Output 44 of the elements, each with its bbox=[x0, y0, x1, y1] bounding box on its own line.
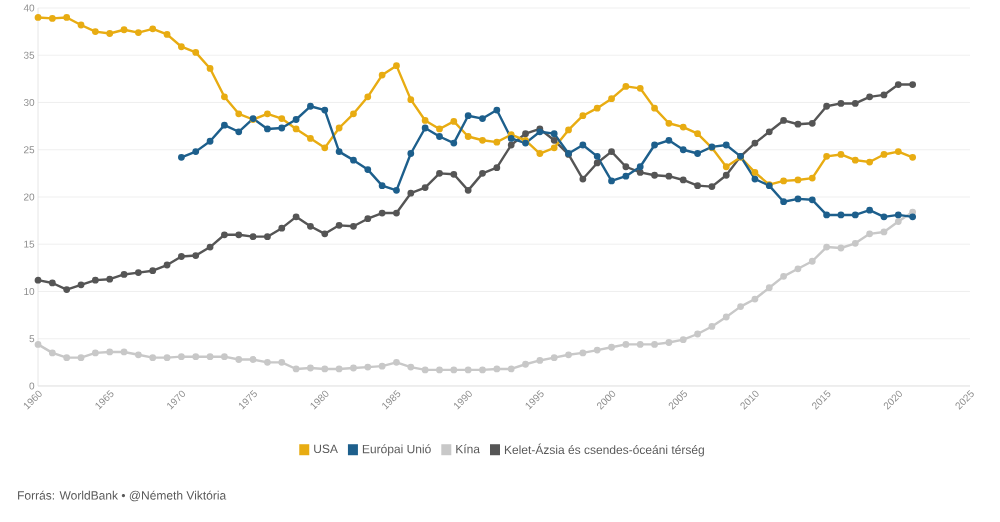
point bbox=[579, 141, 587, 149]
point bbox=[307, 102, 314, 110]
point bbox=[851, 211, 859, 219]
point bbox=[665, 136, 673, 144]
point bbox=[636, 163, 644, 171]
point bbox=[206, 137, 214, 145]
point bbox=[421, 124, 429, 132]
point bbox=[192, 148, 200, 156]
point bbox=[651, 141, 658, 149]
point bbox=[866, 206, 874, 214]
point bbox=[450, 139, 458, 147]
point bbox=[780, 198, 787, 206]
point bbox=[393, 186, 400, 194]
point bbox=[608, 177, 615, 185]
point bbox=[894, 211, 902, 219]
point bbox=[593, 152, 601, 160]
point bbox=[335, 148, 343, 156]
point bbox=[436, 133, 443, 140]
point bbox=[808, 196, 816, 204]
point bbox=[550, 130, 558, 138]
point bbox=[178, 153, 185, 161]
point bbox=[235, 128, 243, 136]
point bbox=[622, 172, 630, 180]
point bbox=[464, 112, 472, 120]
point bbox=[880, 213, 888, 221]
point bbox=[909, 213, 917, 221]
point bbox=[278, 124, 286, 132]
point bbox=[350, 156, 357, 164]
point bbox=[264, 125, 271, 133]
point bbox=[364, 166, 372, 173]
point bbox=[694, 150, 701, 157]
point bbox=[751, 175, 759, 183]
point bbox=[493, 106, 501, 114]
point bbox=[722, 141, 730, 149]
point bbox=[407, 150, 415, 157]
point bbox=[479, 115, 486, 122]
point bbox=[221, 121, 228, 129]
point bbox=[321, 106, 329, 114]
point bbox=[794, 195, 802, 203]
point bbox=[378, 182, 386, 190]
point bbox=[823, 211, 831, 219]
point bbox=[679, 146, 687, 154]
point bbox=[837, 211, 845, 219]
point bbox=[292, 116, 300, 123]
